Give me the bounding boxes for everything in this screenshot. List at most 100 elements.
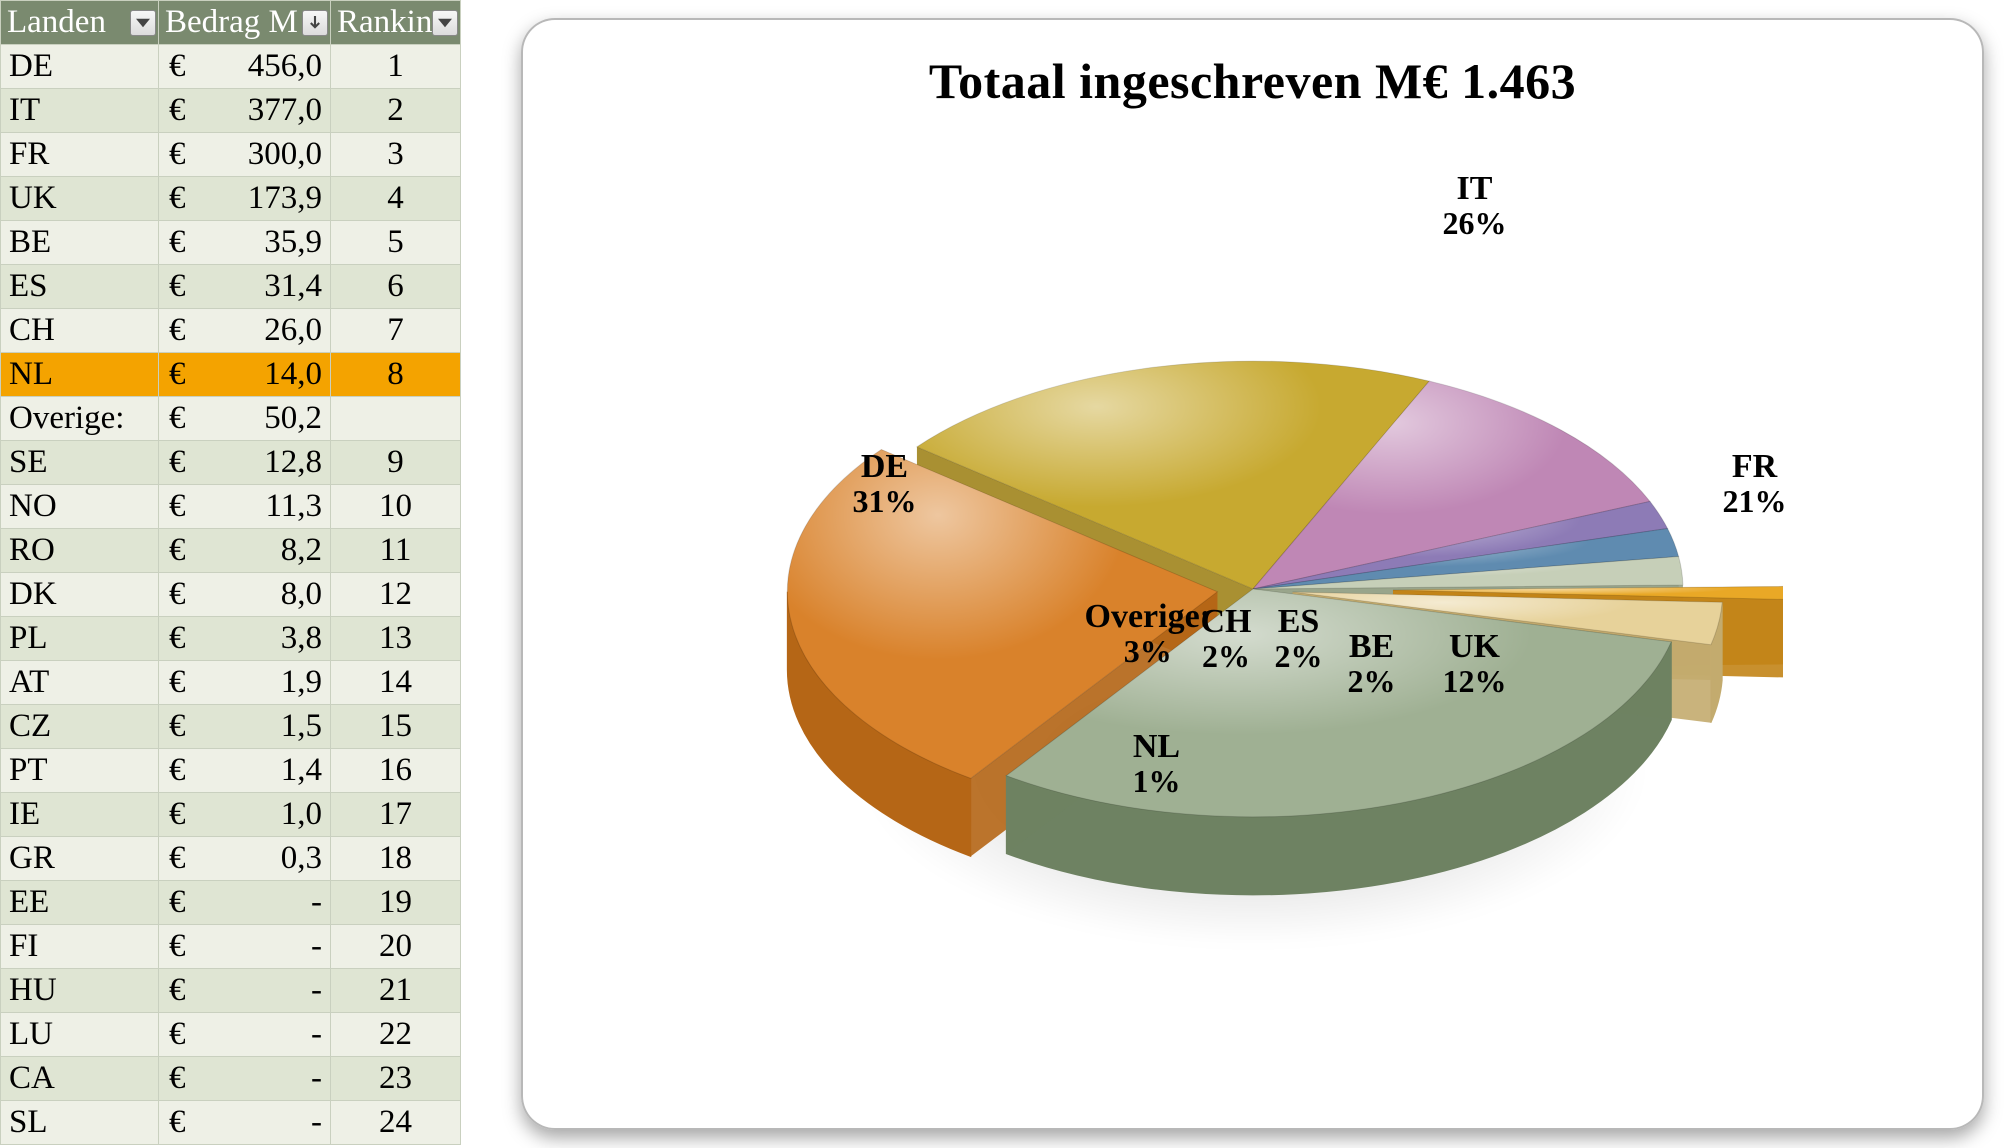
- table-row[interactable]: FI€-20: [1, 925, 461, 969]
- table-row[interactable]: GR€0,318: [1, 837, 461, 881]
- header-bedrag[interactable]: Bedrag M: [159, 1, 331, 45]
- cell-rank: 24: [331, 1101, 461, 1145]
- table-row[interactable]: CZ€1,515: [1, 705, 461, 749]
- cell-rank: 17: [331, 793, 461, 837]
- table-row[interactable]: PL€3,813: [1, 617, 461, 661]
- cell-land: CA: [1, 1057, 159, 1101]
- cell-amount: €173,9: [159, 177, 331, 221]
- table-row[interactable]: IE€1,017: [1, 793, 461, 837]
- cell-amount: €8,0: [159, 573, 331, 617]
- table-row[interactable]: DE€456,01: [1, 45, 461, 89]
- table-row[interactable]: EE€-19: [1, 881, 461, 925]
- table-row[interactable]: RO€8,211: [1, 529, 461, 573]
- table-row[interactable]: AT€1,914: [1, 661, 461, 705]
- cell-rank: 23: [331, 1057, 461, 1101]
- cell-rank: 20: [331, 925, 461, 969]
- cell-land: ES: [1, 265, 159, 309]
- cell-land: NL: [1, 353, 159, 397]
- sort-desc-icon[interactable]: [302, 10, 328, 36]
- cell-rank: 8: [331, 353, 461, 397]
- pie-stage: IT26%FR21%UK12%BE2%ES2%CH2%NL1%Overige:3…: [521, 138, 1984, 1130]
- cell-land: CH: [1, 309, 159, 353]
- cell-rank: 22: [331, 1013, 461, 1057]
- cell-land: FI: [1, 925, 159, 969]
- pie-slice-label: FR21%: [1723, 449, 1787, 518]
- cell-amount: €31,4: [159, 265, 331, 309]
- cell-rank: 1: [331, 45, 461, 89]
- filter-icon[interactable]: [432, 10, 458, 36]
- cell-amount: €-: [159, 1101, 331, 1145]
- table-row[interactable]: Overige:€50,2: [1, 397, 461, 441]
- cell-amount: €1,0: [159, 793, 331, 837]
- cell-amount: €377,0: [159, 89, 331, 133]
- pie-slice-label: DE31%: [853, 449, 917, 518]
- cell-land: HU: [1, 969, 159, 1013]
- pie-slice-label: UK12%: [1443, 629, 1507, 698]
- chart-panel: Totaal ingeschreven M€ 1.463 IT26%FR21%U…: [521, 18, 1984, 1130]
- table-row[interactable]: ES€31,46: [1, 265, 461, 309]
- table-row[interactable]: FR€300,03: [1, 133, 461, 177]
- cell-land: EE: [1, 881, 159, 925]
- cell-land: BE: [1, 221, 159, 265]
- cell-land: FR: [1, 133, 159, 177]
- table-row[interactable]: LU€-22: [1, 1013, 461, 1057]
- cell-rank: [331, 397, 461, 441]
- cell-land: UK: [1, 177, 159, 221]
- table-row[interactable]: SL€-24: [1, 1101, 461, 1145]
- cell-rank: 18: [331, 837, 461, 881]
- cell-amount: €14,0: [159, 353, 331, 397]
- table-row[interactable]: DK€8,012: [1, 573, 461, 617]
- cell-amount: €3,8: [159, 617, 331, 661]
- country-table-wrap: Landen Bedrag M Rankin: [0, 0, 461, 1148]
- cell-land: PT: [1, 749, 159, 793]
- cell-rank: 9: [331, 441, 461, 485]
- pie-slice-label: BE2%: [1348, 629, 1396, 698]
- cell-rank: 10: [331, 485, 461, 529]
- cell-amount: €-: [159, 925, 331, 969]
- table-row[interactable]: SE€12,89: [1, 441, 461, 485]
- cell-rank: 5: [331, 221, 461, 265]
- cell-land: GR: [1, 837, 159, 881]
- table-row[interactable]: CH€26,07: [1, 309, 461, 353]
- cell-rank: 6: [331, 265, 461, 309]
- cell-amount: €1,4: [159, 749, 331, 793]
- cell-amount: €456,0: [159, 45, 331, 89]
- cell-land: SE: [1, 441, 159, 485]
- cell-amount: €11,3: [159, 485, 331, 529]
- cell-land: SL: [1, 1101, 159, 1145]
- header-ranking[interactable]: Rankin: [331, 1, 461, 45]
- cell-land: IT: [1, 89, 159, 133]
- cell-land: CZ: [1, 705, 159, 749]
- table-row[interactable]: UK€173,94: [1, 177, 461, 221]
- pie-slice-label: NL1%: [1133, 729, 1181, 798]
- cell-rank: 12: [331, 573, 461, 617]
- cell-rank: 4: [331, 177, 461, 221]
- cell-land: NO: [1, 485, 159, 529]
- cell-rank: 3: [331, 133, 461, 177]
- cell-land: PL: [1, 617, 159, 661]
- cell-amount: €1,5: [159, 705, 331, 749]
- table-row[interactable]: NO€11,310: [1, 485, 461, 529]
- table-row[interactable]: IT€377,02: [1, 89, 461, 133]
- cell-rank: 16: [331, 749, 461, 793]
- table-row[interactable]: PT€1,416: [1, 749, 461, 793]
- header-ranking-label: Rankin: [337, 4, 432, 40]
- cell-amount: €35,9: [159, 221, 331, 265]
- cell-rank: 21: [331, 969, 461, 1013]
- cell-rank: 2: [331, 89, 461, 133]
- filter-icon[interactable]: [130, 10, 156, 36]
- table-row[interactable]: CA€-23: [1, 1057, 461, 1101]
- cell-rank: 14: [331, 661, 461, 705]
- table-row[interactable]: HU€-21: [1, 969, 461, 1013]
- table-row[interactable]: BE€35,95: [1, 221, 461, 265]
- pie-slice-label: IT26%: [1443, 171, 1507, 240]
- cell-rank: 15: [331, 705, 461, 749]
- header-bedrag-label: Bedrag M: [165, 4, 298, 40]
- country-table: Landen Bedrag M Rankin: [0, 0, 461, 1145]
- cell-rank: 11: [331, 529, 461, 573]
- cell-amount: €8,2: [159, 529, 331, 573]
- header-landen[interactable]: Landen: [1, 1, 159, 45]
- table-row[interactable]: NL€14,08: [1, 353, 461, 397]
- table-header-row: Landen Bedrag M Rankin: [1, 1, 461, 45]
- chart-wrap: Totaal ingeschreven M€ 1.463 IT26%FR21%U…: [461, 0, 2008, 1148]
